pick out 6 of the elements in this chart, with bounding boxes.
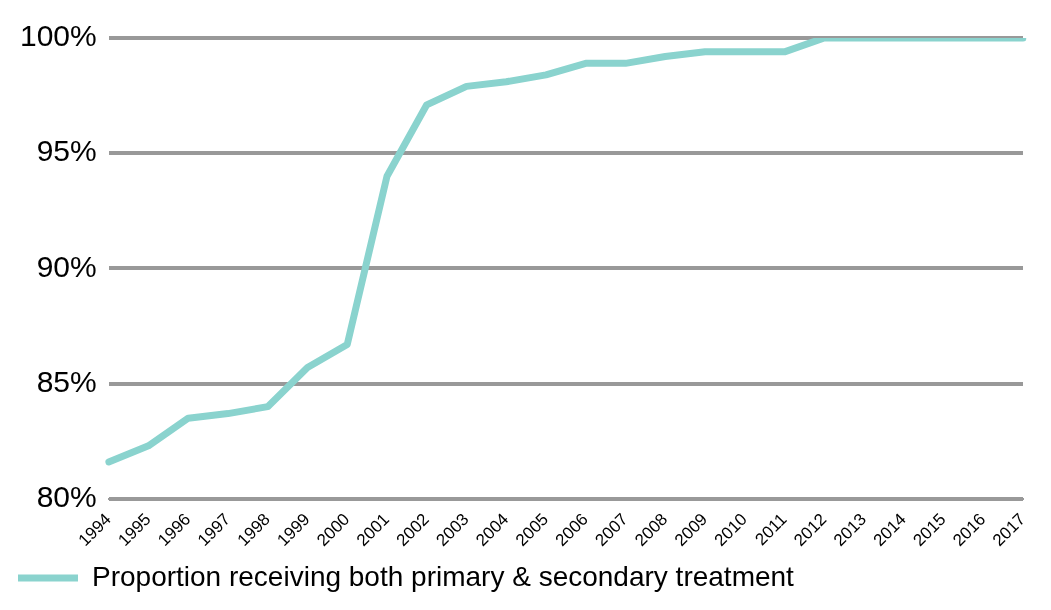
legend-label: Proportion receiving both primary & secondary treatment (92, 560, 795, 592)
y-tick-label: 80% (36, 480, 97, 514)
y-tick-label: 90% (36, 249, 97, 283)
y-tick-label: 85% (36, 364, 97, 398)
y-tick-label: 95% (36, 134, 97, 168)
y-tick-label: 100% (19, 19, 97, 53)
